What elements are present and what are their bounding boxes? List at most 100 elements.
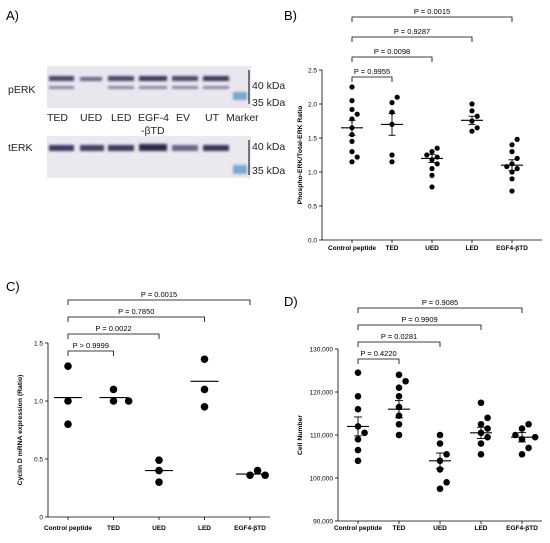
x-tick-label: LED <box>466 245 479 252</box>
comparison-bracket <box>357 341 441 347</box>
y-tick-label: 1.0 <box>34 398 43 405</box>
data-point <box>429 172 435 178</box>
data-point <box>64 397 72 405</box>
kda-bottom-35: 35 kDa <box>252 165 285 177</box>
perk-label: pERK <box>8 84 35 96</box>
comparison-bracket <box>351 16 513 22</box>
data-point <box>469 108 475 114</box>
data-point <box>429 184 435 190</box>
kda-bottom-40: 40 kDa <box>252 141 285 153</box>
data-point <box>509 149 515 155</box>
data-point <box>402 377 409 385</box>
data-point <box>349 138 355 144</box>
comparison-bracket <box>351 76 393 82</box>
data-point <box>354 154 360 160</box>
data-point <box>436 431 444 439</box>
data-point <box>477 420 485 428</box>
data-point <box>354 111 360 117</box>
data-point <box>395 393 403 400</box>
data-point <box>474 113 480 119</box>
comparison-bracket <box>67 316 205 322</box>
data-point <box>509 142 515 148</box>
y-tick-label: 110,000 <box>310 432 333 439</box>
p-value-label: P = 0.7850 <box>118 307 154 316</box>
data-point <box>484 414 491 422</box>
data-point <box>155 478 163 487</box>
y-tick-label: 1.5 <box>34 340 43 347</box>
data-point <box>395 431 403 439</box>
data-point <box>395 384 403 392</box>
lane-label: UT <box>205 112 220 124</box>
x-tick-label: EGF4-βTD <box>234 525 266 532</box>
p-value-label: P = 0.9955 <box>354 67 390 76</box>
data-point <box>436 440 444 447</box>
y-tick-label: 0 <box>39 514 43 521</box>
data-point <box>514 155 520 161</box>
comparison-bracket <box>67 333 160 339</box>
data-point <box>354 405 362 413</box>
data-point <box>354 446 362 454</box>
data-point <box>349 159 355 165</box>
y-axis-label: Phospho-ERK/Total-ERK Ratio <box>297 106 304 205</box>
panel-label-b: B) <box>284 8 297 23</box>
y-tick-label: 120,000 <box>310 389 334 396</box>
data-point <box>354 457 362 465</box>
x-tick-label: LED <box>475 525 488 532</box>
data-point <box>429 149 435 155</box>
data-point <box>518 425 526 432</box>
data-point <box>253 466 262 475</box>
p-value-label: P = 0.9287 <box>394 27 430 36</box>
y-tick-label: 0.5 <box>308 203 317 210</box>
data-point <box>361 429 368 437</box>
kda-top-40: 40 kDa <box>252 80 285 92</box>
lane-label: EV <box>176 112 190 124</box>
comparison-bracket <box>357 358 400 364</box>
data-point <box>389 152 395 158</box>
x-tick-label: UED <box>425 245 439 252</box>
data-point <box>64 420 72 429</box>
panel-label-d: D) <box>284 294 298 309</box>
data-point <box>354 436 362 443</box>
panel-label-c: C) <box>6 279 20 294</box>
data-point <box>434 161 440 167</box>
x-tick-label: TED <box>107 525 120 532</box>
data-point <box>109 385 118 394</box>
x-tick-label: LED <box>198 525 211 532</box>
data-point <box>477 451 485 458</box>
p-value-label: P = 0.9085 <box>422 298 458 307</box>
data-point <box>64 362 72 371</box>
data-point <box>436 466 444 473</box>
lane-label: TED <box>47 112 68 124</box>
chart-b-perk-ratio: 0.0 0.5 1.0 1.5 2.0 2.5 Control peptide TED UED L… <box>297 7 542 252</box>
y-tick-label: 1.0 <box>308 169 317 176</box>
p-value-label: P = 0.9909 <box>401 315 437 324</box>
lane-label: LED <box>111 112 132 124</box>
data-point <box>109 397 118 405</box>
y-tick-label: 1.5 <box>308 135 317 142</box>
data-point <box>429 166 435 172</box>
comparison-bracket <box>67 350 114 356</box>
data-point <box>155 456 163 464</box>
data-point <box>525 444 532 452</box>
terk-bands <box>49 144 247 174</box>
p-value-label: P = 0.0022 <box>95 324 131 333</box>
comparison-bracket <box>357 307 523 313</box>
data-point <box>509 188 515 194</box>
comparison-bracket <box>357 324 482 330</box>
data-point <box>394 94 400 100</box>
panel-label-a: A) <box>6 8 19 23</box>
terk-label: tERK <box>8 142 33 154</box>
data-point <box>349 84 355 90</box>
p-value-label: P = 0.0281 <box>381 332 417 341</box>
p-value-label: P = 0.0098 <box>374 47 410 56</box>
data-point <box>531 433 539 441</box>
western-blot: pERK 40 kDa 35 kDa TED UED LED EGF-4 -βT… <box>8 66 285 178</box>
data-point <box>514 136 520 142</box>
x-tick-label: TED <box>393 525 406 532</box>
lane-label-line2: -βTD <box>141 125 165 137</box>
x-tick-label: EGF4-βTD <box>506 525 538 532</box>
kda-top-35: 35 kDa <box>252 97 285 109</box>
data-point <box>124 397 133 405</box>
data-point <box>509 176 515 182</box>
data-point <box>349 149 355 155</box>
